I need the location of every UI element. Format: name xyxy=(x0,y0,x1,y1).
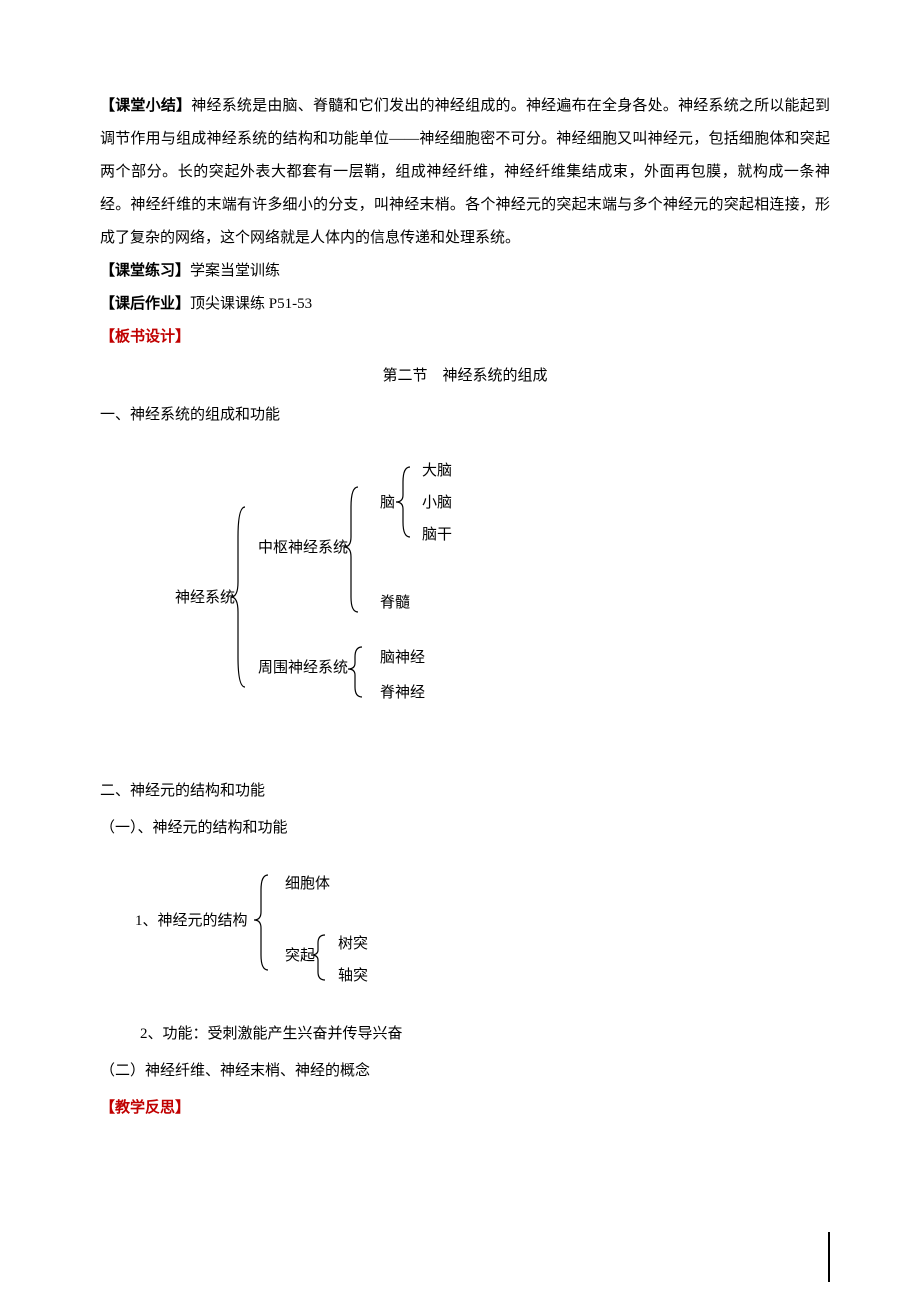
lesson-title: 第二节 神经系统的组成 xyxy=(100,360,830,393)
summary-text: 神经系统是由脑、脊髓和它们发出的神经组成的。神经遍布在全身各处。神经系统之所以能… xyxy=(100,98,830,246)
section1-heading: 一、神经系统的组成和功能 xyxy=(100,399,830,432)
tree-leaf-axon: 轴突 xyxy=(338,967,368,984)
section2-sub1-heading: （一）、神经元的结构和功能 xyxy=(100,812,830,845)
tree-leaf-dendrite: 树突 xyxy=(338,935,368,952)
practice-text: 学案当堂训练 xyxy=(190,263,280,279)
tree-leaf-spinal-cord: 脊髓 xyxy=(380,594,410,611)
homework-text: 顶尖课课练 P51-53 xyxy=(190,296,312,312)
reflection-row: 【教学反思】 xyxy=(100,1092,830,1125)
tree-leaf-cerebellum: 小脑 xyxy=(422,494,452,511)
neuron-structure-label: 1、神经元的结构 xyxy=(135,912,248,929)
section2-heading: 二、神经元的结构和功能 xyxy=(100,775,830,808)
summary-paragraph: 【课堂小结】神经系统是由脑、脊髓和它们发出的神经组成的。神经遍布在全身各处。神经… xyxy=(100,90,830,255)
brace-icon xyxy=(231,507,245,687)
section2-sub2-heading: （二）神经纤维、神经末梢、神经的概念 xyxy=(100,1055,830,1088)
tree-leaf-cranial-nerve: 脑神经 xyxy=(380,649,425,666)
tree-svg-1: 神经系统 中枢神经系统 脑 大脑 小脑 脑干 脊髓 周围神经系统 脑神经 脊神经 xyxy=(100,447,640,747)
function-text: 2、功能：受刺激能产生兴奋并传导兴奋 xyxy=(100,1018,830,1051)
brace-icon xyxy=(348,647,362,697)
homework-row: 【课后作业】顶尖课课练 P51-53 xyxy=(100,288,830,321)
tree-node-central: 中枢神经系统 xyxy=(258,539,348,556)
nervous-system-tree-diagram: 神经系统 中枢神经系统 脑 大脑 小脑 脑干 脊髓 周围神经系统 脑神经 脊神经 xyxy=(100,447,830,760)
tree-leaf-cerebrum: 大脑 xyxy=(422,462,452,479)
tree-root: 神经系统 xyxy=(175,589,235,606)
tree-svg-2: 1、神经元的结构 细胞体 突起 树突 轴突 xyxy=(100,860,520,990)
tree-leaf-cell-body: 细胞体 xyxy=(285,875,330,892)
page-corner-line xyxy=(828,1232,830,1282)
tree-leaf-spinal-nerve: 脊神经 xyxy=(380,684,425,701)
homework-label: 【课后作业】 xyxy=(100,296,190,312)
board-label: 【板书设计】 xyxy=(100,329,190,345)
summary-label: 【课堂小结】 xyxy=(100,98,191,114)
practice-row: 【课堂练习】学案当堂训练 xyxy=(100,255,830,288)
board-row: 【板书设计】 xyxy=(100,321,830,354)
tree-leaf-brainstem: 脑干 xyxy=(422,526,452,543)
tree-node-peripheral: 周围神经系统 xyxy=(258,659,348,676)
practice-label: 【课堂练习】 xyxy=(100,263,190,279)
brace-icon xyxy=(254,875,268,970)
brace-icon xyxy=(396,467,410,537)
reflection-label: 【教学反思】 xyxy=(100,1100,190,1116)
neuron-structure-diagram: 1、神经元的结构 细胞体 突起 树突 轴突 xyxy=(100,860,830,1003)
tree-node-brain: 脑 xyxy=(380,494,395,511)
tree-node-process: 突起 xyxy=(285,947,315,964)
